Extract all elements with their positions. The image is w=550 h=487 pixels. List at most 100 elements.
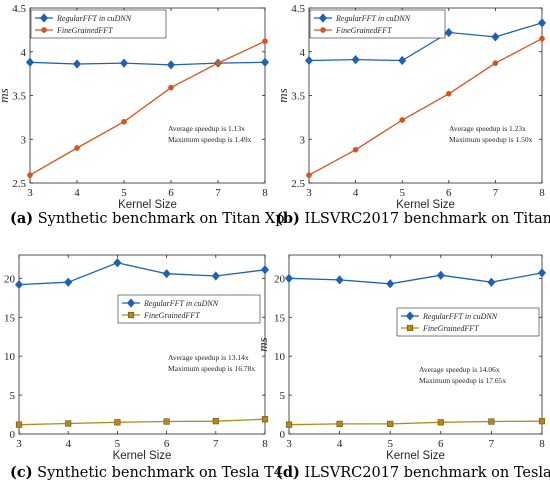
x-tick-label: 3 [27, 187, 33, 199]
data-point-1 [212, 418, 219, 425]
data-point-1 [387, 420, 394, 427]
caption-a-text: Synthetic benchmark on Titan Xp [37, 211, 285, 227]
x-tick-label: 6 [168, 187, 174, 199]
series-line-1 [29, 40, 266, 176]
x-tick-label: 8 [262, 438, 268, 450]
x-tick-label: 7 [493, 187, 499, 199]
y-tick-label: 0 [10, 429, 16, 441]
legend: RegularFFT in cuDNN FineGrainedFFT [30, 9, 167, 39]
data-point-0 [64, 277, 73, 287]
data-point-0 [211, 271, 220, 281]
y-tick-label: 10 [4, 351, 16, 363]
legend-label: FineGrainedFFT [422, 324, 479, 333]
data-point-1 [399, 117, 406, 123]
data-point-1 [492, 60, 499, 66]
legend: RegularFFT in cuDNN FineGrainedFFT [117, 294, 261, 324]
caption-d: (d) ILSVRC2017 benchmark on Tesla T4 [276, 464, 550, 481]
data-point-1 [114, 419, 121, 426]
data-point-1 [538, 418, 546, 425]
y-tick-label: 2.5 [12, 178, 26, 190]
data-point-1 [306, 172, 312, 178]
data-point-1 [168, 84, 174, 91]
plot-area [288, 254, 543, 435]
legend-marker [405, 311, 415, 321]
data-point-1 [215, 60, 221, 66]
x-axis-label: Kernel Size [386, 450, 445, 462]
caption-a-label: (a) [10, 210, 34, 227]
data-point-0 [25, 57, 35, 67]
legend-marker [126, 298, 136, 308]
caption-c-label: (c) [10, 464, 33, 481]
series-line-1 [308, 38, 543, 176]
speedup-annotation: Average speedup is 1.13x [168, 124, 245, 133]
y-tick-label: 4 [300, 47, 306, 59]
data-point-1 [74, 145, 80, 151]
data-point-0 [487, 277, 496, 287]
y-tick-label: 3 [300, 134, 306, 146]
legend-box [309, 9, 446, 39]
x-tick-label: 5 [121, 187, 127, 199]
x-tick-label: 8 [539, 438, 545, 450]
y-tick-label: 4.5 [12, 3, 26, 15]
x-tick-label: 4 [74, 187, 80, 199]
x-tick-label: 5 [115, 438, 121, 450]
data-point-1 [261, 416, 269, 423]
data-point-0 [260, 57, 270, 67]
speedup-annotation: Maximum speedup is 16.78x [168, 364, 255, 373]
caption-d-text: ILSVRC2017 benchmark on Tesla T4 [304, 465, 550, 481]
y-tick-label: 20 [274, 273, 286, 285]
y-tick-label: 20 [4, 273, 16, 285]
legend-box [30, 9, 167, 39]
data-point-1 [163, 418, 170, 425]
caption-c: (c) Synthetic benchmark on Tesla T4 [10, 464, 283, 481]
y-axis-label: ms [255, 337, 270, 351]
legend-marker [41, 27, 47, 33]
series-line-1 [18, 418, 266, 426]
y-tick-label: 2.5 [291, 178, 305, 190]
y-tick-label: 3.5 [12, 91, 26, 103]
legend-label: FineGrainedFFT [56, 26, 113, 35]
speedup-annotation: Maximum speedup is 17.65x [419, 376, 506, 385]
y-tick-label: 5 [280, 390, 286, 402]
chart-panel-c: 3 4 5 6 7 8 0 5 10 15 20 Kernel Size ms RegularFFT in… [4, 254, 270, 462]
data-point-0 [436, 270, 445, 280]
data-point-0 [162, 269, 171, 279]
y-tick-label: 15 [4, 312, 16, 324]
caption-b: (b) ILSVRC2017 benchmark on Titan Xp [276, 210, 550, 227]
x-tick-label: 6 [164, 438, 170, 450]
y-axis-label: ms [0, 88, 11, 102]
x-tick-label: 5 [387, 438, 393, 450]
legend-label: RegularFFT in cuDNN [56, 14, 132, 23]
data-point-1 [121, 118, 127, 125]
legend-box [396, 307, 540, 337]
x-tick-label: 3 [306, 187, 312, 199]
y-tick-label: 0 [280, 429, 286, 441]
speedup-annotation: Maximum speedup is 1.49x [168, 135, 252, 144]
data-point-0 [113, 258, 122, 268]
x-tick-label: 7 [213, 438, 219, 450]
data-point-0 [304, 55, 314, 66]
legend-label: FineGrainedFFT [335, 26, 392, 35]
data-point-0 [14, 279, 24, 290]
y-tick-label: 3.5 [291, 91, 305, 103]
y-tick-label: 4.5 [291, 3, 305, 15]
legend-marker [39, 13, 49, 23]
data-point-0 [351, 55, 360, 65]
speedup-annotation: Average speedup is 14.06x [419, 365, 500, 374]
caption-b-text: ILSVRC2017 benchmark on Titan Xp [304, 211, 550, 227]
data-point-0 [335, 275, 344, 285]
data-point-0 [537, 18, 547, 28]
legend-marker [320, 27, 326, 33]
x-tick-label: 6 [438, 438, 444, 450]
caption-d-label: (d) [276, 464, 300, 481]
x-axis-label: Kernel Size [113, 450, 172, 462]
caption-c-text: Synthetic benchmark on Tesla T4 [37, 465, 283, 481]
y-tick-label: 4 [21, 47, 27, 59]
data-point-0 [284, 273, 294, 283]
y-axis-label: ms [275, 88, 290, 102]
data-point-0 [491, 32, 500, 42]
x-tick-label: 3 [286, 438, 292, 450]
legend-label: RegularFFT in cuDNN [422, 312, 498, 321]
speedup-annotation: Average speedup is 1.23x [449, 124, 526, 133]
